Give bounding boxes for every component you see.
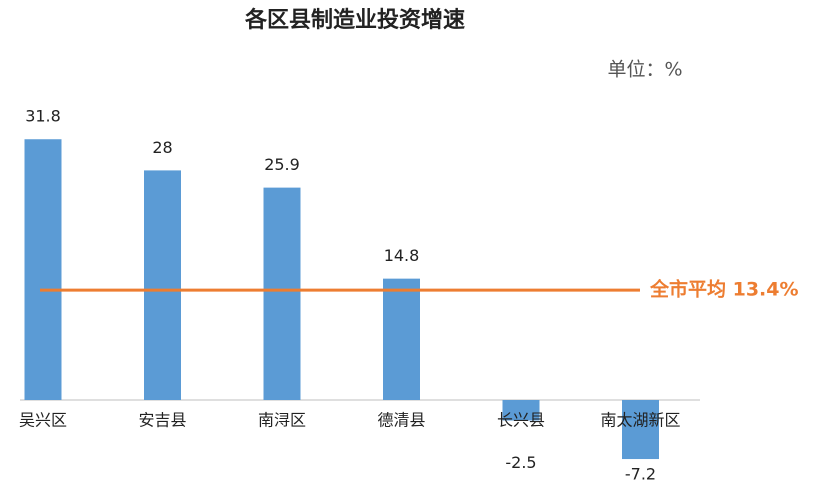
value-label: -2.5 (505, 453, 536, 472)
bar (263, 187, 301, 400)
x-tick-label: 长兴县 (497, 411, 545, 430)
value-label: 31.8 (25, 107, 61, 126)
unit-label: 单位：% (607, 59, 682, 81)
value-label: 14.8 (384, 246, 420, 265)
reference-label: 全市平均 13.4% (649, 278, 799, 301)
x-tick-label: 南太湖新区 (600, 411, 680, 430)
bar (502, 400, 540, 421)
value-label: 28 (152, 138, 172, 157)
bar (24, 139, 62, 401)
bar (144, 170, 181, 400)
x-tick-label: 南浔区 (258, 411, 306, 430)
x-tick-label: 安吉县 (138, 411, 186, 430)
bar (622, 400, 659, 460)
chart-title: 各区县制造业投资增速 (244, 7, 465, 33)
bar (383, 278, 420, 400)
value-label: 25.9 (264, 155, 300, 174)
value-label: -7.2 (625, 465, 656, 484)
x-tick-label: 吴兴区 (19, 411, 67, 430)
x-tick-label: 德清县 (377, 411, 425, 430)
